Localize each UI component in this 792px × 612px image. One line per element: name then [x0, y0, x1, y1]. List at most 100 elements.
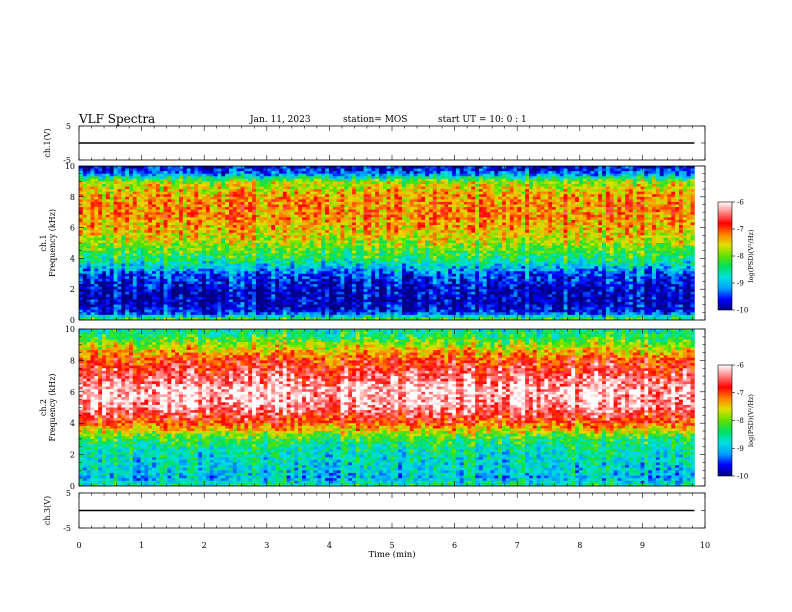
spectrogram-cell: [348, 222, 352, 225]
spectrogram-cell: [229, 294, 233, 297]
spectrogram-cell: [364, 271, 368, 274]
spectrogram-cell: [175, 166, 179, 169]
spectrogram-cell: [294, 253, 298, 256]
spectrogram-cell: [344, 207, 348, 210]
spectrogram-cell: [348, 230, 352, 233]
spectrogram-cell: [125, 235, 129, 238]
spectrogram-cell: [352, 297, 356, 300]
spectrogram-cell: [306, 269, 310, 272]
spectrogram-cell: [137, 187, 141, 190]
spectrogram-cell: [129, 258, 133, 261]
spectrogram-cell: [167, 284, 171, 287]
spectrogram-cell: [375, 228, 379, 231]
spectrogram-cell: [198, 228, 202, 231]
spectrogram-cell: [214, 243, 218, 246]
spectrogram-cell: [148, 307, 152, 310]
spectrogram-cell: [183, 212, 187, 215]
spectrogram-cell: [141, 315, 145, 318]
spectrogram-cell: [179, 228, 183, 231]
spectrogram-cell: [256, 205, 260, 208]
spectrogram-cell: [164, 230, 168, 233]
spectrogram-cell: [156, 312, 160, 315]
spectrogram-cell: [375, 287, 379, 290]
spectrogram-cell: [383, 246, 387, 249]
spectrogram-cell: [267, 228, 271, 231]
spectrogram-cell: [348, 302, 352, 305]
spectrogram-cell: [341, 294, 345, 297]
spectrogram-cell: [214, 187, 218, 190]
spectrogram-cell: [348, 294, 352, 297]
spectrogram-cell: [375, 171, 379, 174]
spectrogram-cell: [321, 199, 325, 202]
spectrogram-cell: [241, 282, 245, 285]
spectrogram-cell: [91, 264, 95, 267]
spectrogram-cell: [171, 194, 175, 197]
spectrogram-cell: [117, 279, 121, 282]
spectrogram-cell: [360, 184, 364, 187]
spectrogram-cell: [160, 169, 164, 172]
spectrogram-cell: [387, 189, 391, 192]
spectrogram-cell: [371, 284, 375, 287]
spectrogram-cell: [144, 207, 148, 210]
spectrogram-cell: [141, 256, 145, 259]
spectrogram-cell: [267, 256, 271, 259]
spectrogram-cell: [341, 240, 345, 243]
spectrogram-cell: [133, 258, 137, 261]
spectrogram-cell: [198, 251, 202, 254]
spectrogram-cell: [194, 251, 198, 254]
spectrogram-cell: [275, 315, 279, 318]
spectrogram-cell: [271, 251, 275, 254]
spectrogram-cell: [271, 194, 275, 197]
spectrogram-cell: [356, 181, 360, 184]
spectrogram-cell: [91, 215, 95, 218]
spectrogram-cell: [383, 261, 387, 264]
spectrogram-cell: [237, 251, 241, 254]
spectrogram-cell: [79, 205, 83, 208]
spectrogram-cell: [194, 261, 198, 264]
spectrogram-cell: [364, 220, 368, 223]
spectrogram-cell: [121, 215, 125, 218]
spectrogram-cell: [267, 199, 271, 202]
spectrogram-cell: [352, 299, 356, 302]
spectrogram-cell: [287, 264, 291, 267]
spectrogram-cell: [383, 305, 387, 308]
spectrogram-cell: [187, 197, 191, 200]
spectrogram-cell: [248, 284, 252, 287]
spectrogram-cell: [317, 187, 321, 190]
spectrogram-cell: [129, 215, 133, 218]
spectrogram-cell: [194, 199, 198, 202]
spectrogram-cell: [329, 230, 333, 233]
spectrogram-cell: [210, 228, 214, 231]
spectrogram-cell: [144, 233, 148, 236]
spectrogram-cell: [375, 202, 379, 205]
spectrogram-cell: [275, 169, 279, 172]
spectrogram-cell: [325, 261, 329, 264]
spectrogram-cell: [283, 251, 287, 254]
spectrogram-cell: [317, 269, 321, 272]
spectrogram-cell: [133, 297, 137, 300]
spectrogram-cell: [391, 312, 395, 315]
spectrogram-cell: [114, 287, 118, 290]
spectrogram-cell: [106, 292, 110, 295]
spectrogram-cell: [302, 294, 306, 297]
spectrogram-cell: [394, 199, 398, 202]
spectrogram-cell: [310, 166, 314, 169]
spectrogram-cell: [144, 266, 148, 269]
spectrogram-cell: [198, 187, 202, 190]
spectrogram-cell: [233, 299, 237, 302]
spectrogram-cell: [321, 248, 325, 251]
spectrogram-cell: [375, 169, 379, 172]
spectrogram-cell: [175, 284, 179, 287]
spectrogram-cell: [129, 312, 133, 315]
spectrogram-cell: [267, 235, 271, 238]
spectrogram-cell: [291, 220, 295, 223]
spectrogram-cell: [333, 284, 337, 287]
spectrogram-cell: [337, 194, 341, 197]
spectrogram-cell: [217, 256, 221, 259]
spectrogram-cell: [379, 287, 383, 290]
spectrogram-cell: [114, 292, 118, 295]
spectrogram-cell: [333, 220, 337, 223]
spectrogram-cell: [164, 287, 168, 290]
spectrogram-cell: [325, 240, 329, 243]
spectrogram-cell: [360, 179, 364, 182]
